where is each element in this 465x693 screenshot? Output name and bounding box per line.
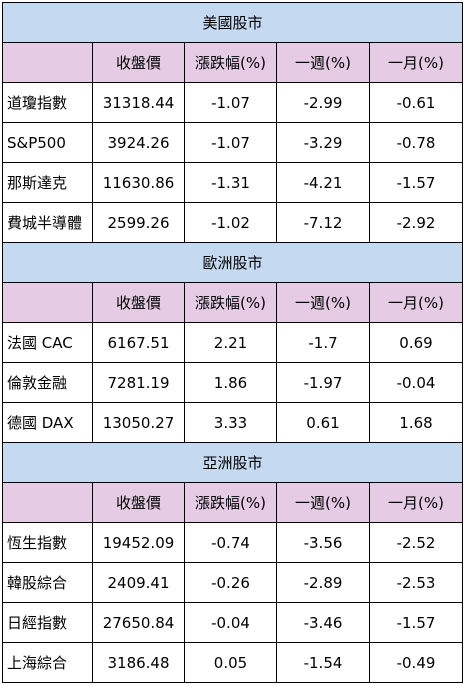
month-value: -0.49 (369, 642, 463, 683)
month-value: -0.04 (369, 362, 463, 403)
close-value: 27650.84 (92, 602, 185, 643)
section-title: 亞洲股市 (2, 442, 463, 483)
table-row: 倫敦金融 7281.19 1.86 -1.97 -0.04 (2, 362, 463, 403)
change-value: 1.86 (184, 362, 277, 403)
table-row: 費城半導體 2599.26 -1.02 -7.12 -2.92 (2, 202, 463, 243)
index-name: 德國 DAX (2, 402, 93, 443)
week-value: -7.12 (276, 202, 370, 243)
column-header-row: 收盤價 漲跌幅(%) 一週(%) 一月(%) (2, 42, 463, 83)
close-value: 13050.27 (92, 402, 185, 443)
close-value: 11630.86 (92, 162, 185, 203)
change-value: -1.02 (184, 202, 277, 243)
close-value: 31318.44 (92, 82, 185, 123)
header-week: 一週(%) (276, 42, 370, 83)
index-name: 那斯達克 (2, 162, 93, 203)
section-title: 美國股市 (2, 2, 463, 43)
header-month: 一月(%) (369, 482, 463, 523)
index-name: S&P500 (2, 122, 93, 163)
market-summary-table: 美國股市 收盤價 漲跌幅(%) 一週(%) 一月(%) 道瓊指數 31318.4… (2, 2, 463, 683)
section-header-us: 美國股市 (2, 2, 463, 43)
index-name: 恆生指數 (2, 522, 93, 563)
month-value: -1.57 (369, 162, 463, 203)
table-row: 道瓊指數 31318.44 -1.07 -2.99 -0.61 (2, 82, 463, 123)
month-value: 0.69 (369, 322, 463, 363)
week-value: -2.99 (276, 82, 370, 123)
week-value: -4.21 (276, 162, 370, 203)
table-row: 德國 DAX 13050.27 3.33 0.61 1.68 (2, 402, 463, 443)
table-row: 韓股綜合 2409.41 -0.26 -2.89 -2.53 (2, 562, 463, 603)
change-value: -0.04 (184, 602, 277, 643)
week-value: -3.46 (276, 602, 370, 643)
section-title: 歐洲股市 (2, 242, 463, 283)
month-value: -2.52 (369, 522, 463, 563)
column-header-row: 收盤價 漲跌幅(%) 一週(%) 一月(%) (2, 482, 463, 523)
close-value: 6167.51 (92, 322, 185, 363)
index-name: 韓股綜合 (2, 562, 93, 603)
header-change: 漲跌幅(%) (184, 482, 277, 523)
change-value: -0.74 (184, 522, 277, 563)
header-close: 收盤價 (92, 282, 185, 323)
month-value: -2.53 (369, 562, 463, 603)
week-value: -3.56 (276, 522, 370, 563)
week-value: -1.97 (276, 362, 370, 403)
header-month: 一月(%) (369, 42, 463, 83)
close-value: 3924.26 (92, 122, 185, 163)
month-value: -1.57 (369, 602, 463, 643)
change-value: 3.33 (184, 402, 277, 443)
header-month: 一月(%) (369, 282, 463, 323)
table-row: 上海綜合 3186.48 0.05 -1.54 -0.49 (2, 642, 463, 683)
change-value: -0.26 (184, 562, 277, 603)
column-header-row: 收盤價 漲跌幅(%) 一週(%) 一月(%) (2, 282, 463, 323)
week-value: -2.89 (276, 562, 370, 603)
index-name: 費城半導體 (2, 202, 93, 243)
header-close: 收盤價 (92, 42, 185, 83)
close-value: 2409.41 (92, 562, 185, 603)
header-blank-cell (2, 282, 93, 323)
change-value: -1.07 (184, 82, 277, 123)
change-value: -1.07 (184, 122, 277, 163)
week-value: -1.7 (276, 322, 370, 363)
close-value: 2599.26 (92, 202, 185, 243)
table-row: 那斯達克 11630.86 -1.31 -4.21 -1.57 (2, 162, 463, 203)
table-row: 日經指數 27650.84 -0.04 -3.46 -1.57 (2, 602, 463, 643)
month-value: -0.78 (369, 122, 463, 163)
header-week: 一週(%) (276, 482, 370, 523)
month-value: -2.92 (369, 202, 463, 243)
index-name: 日經指數 (2, 602, 93, 643)
week-value: -1.54 (276, 642, 370, 683)
index-name: 法國 CAC (2, 322, 93, 363)
header-week: 一週(%) (276, 282, 370, 323)
index-name: 倫敦金融 (2, 362, 93, 403)
index-name: 道瓊指數 (2, 82, 93, 123)
close-value: 3186.48 (92, 642, 185, 683)
section-header-europe: 歐洲股市 (2, 242, 463, 283)
change-value: 0.05 (184, 642, 277, 683)
table-row: 恆生指數 19452.09 -0.74 -3.56 -2.52 (2, 522, 463, 563)
week-value: -3.29 (276, 122, 370, 163)
change-value: 2.21 (184, 322, 277, 363)
header-change: 漲跌幅(%) (184, 42, 277, 83)
table-row: S&P500 3924.26 -1.07 -3.29 -0.78 (2, 122, 463, 163)
header-change: 漲跌幅(%) (184, 282, 277, 323)
index-name: 上海綜合 (2, 642, 93, 683)
header-blank-cell (2, 482, 93, 523)
month-value: -0.61 (369, 82, 463, 123)
close-value: 19452.09 (92, 522, 185, 563)
header-close: 收盤價 (92, 482, 185, 523)
month-value: 1.68 (369, 402, 463, 443)
change-value: -1.31 (184, 162, 277, 203)
section-header-asia: 亞洲股市 (2, 442, 463, 483)
header-blank-cell (2, 42, 93, 83)
close-value: 7281.19 (92, 362, 185, 403)
week-value: 0.61 (276, 402, 370, 443)
table-row: 法國 CAC 6167.51 2.21 -1.7 0.69 (2, 322, 463, 363)
